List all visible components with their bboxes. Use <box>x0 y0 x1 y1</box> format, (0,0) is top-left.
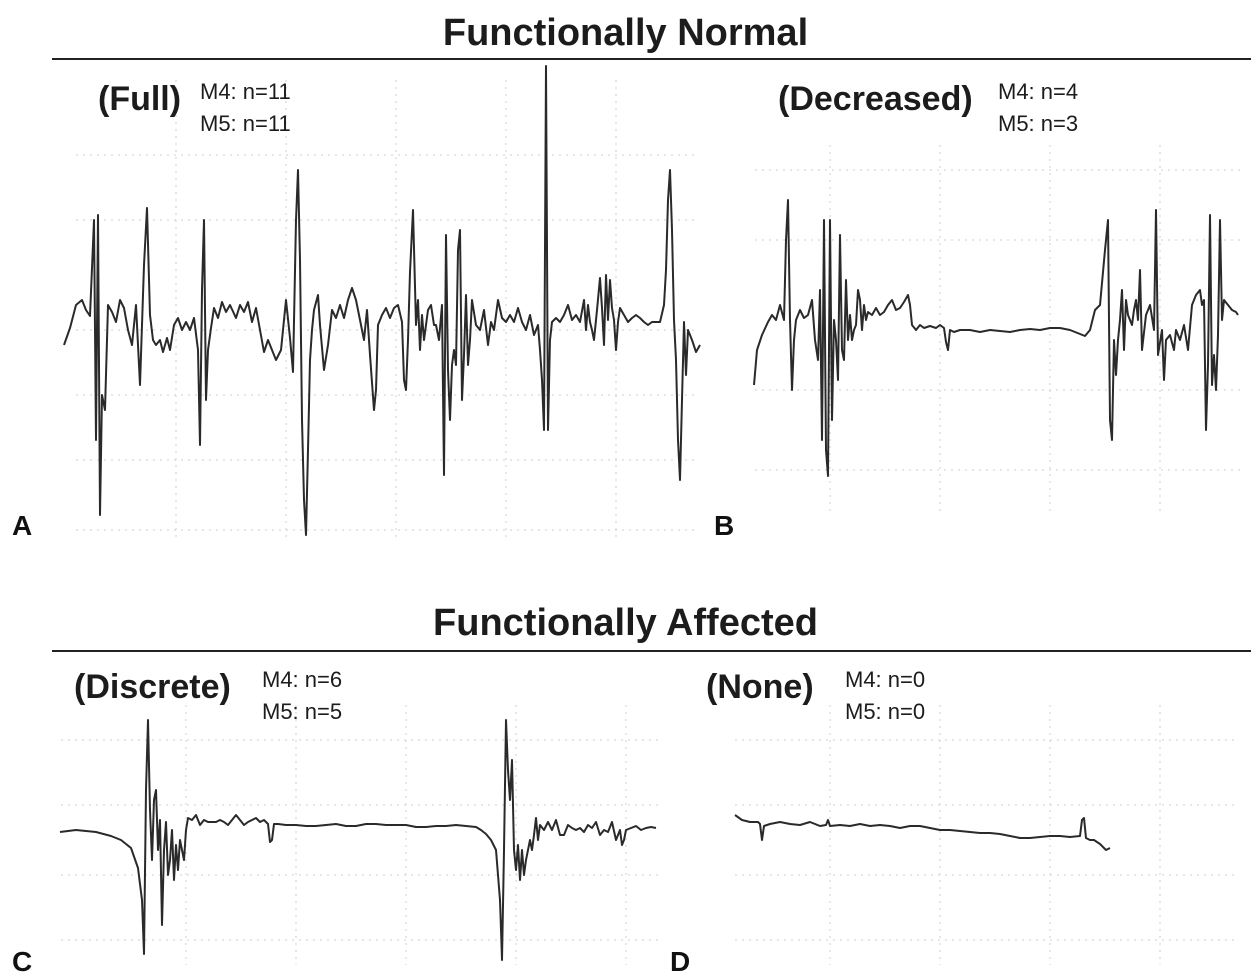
section-divider-normal <box>52 58 1251 60</box>
section-divider-affected <box>52 650 1251 652</box>
emg-trace-b <box>753 199 1239 477</box>
panel-a-m4-count: M4: n=11 <box>200 79 291 104</box>
panel-d-condition-label: (None) <box>706 668 814 706</box>
panel-c-condition-label: (Discrete) <box>74 668 231 706</box>
panel-b-letter: B <box>714 510 735 541</box>
section-title-normal: Functionally Normal <box>442 12 809 54</box>
section-title-affected: Functionally Affected <box>433 602 818 644</box>
panel-a-condition-label: (Full) <box>98 80 182 118</box>
panel-b-m4-count: M4: n=4 <box>998 79 1079 104</box>
panel-c-letter: C <box>12 946 33 977</box>
panel-a-m5-count: M5: n=11 <box>200 111 291 136</box>
emg-trace-d <box>734 814 1111 851</box>
grid <box>76 80 696 540</box>
grid <box>755 145 1240 515</box>
panel-b-condition-label: (Decreased) <box>778 80 973 118</box>
panel-b-m5-count: M5: n=3 <box>998 111 1079 136</box>
panel-b-trace <box>740 140 1245 520</box>
panel-c-m4-count: M4: n=6 <box>262 667 343 692</box>
panel-d-letter: D <box>670 946 691 977</box>
panel-d-trace <box>730 700 1240 970</box>
panel-c-trace <box>56 700 666 970</box>
panel-c-m5-count: M5: n=5 <box>262 699 343 724</box>
emg-trace-c <box>59 719 657 961</box>
emg-trace-a <box>63 65 701 536</box>
panel-d-m5-count: M5: n=0 <box>845 699 926 724</box>
panel-a-trace <box>56 60 706 550</box>
grid <box>735 705 1235 965</box>
panel-d-m4-count: M4: n=0 <box>845 667 926 692</box>
panel-a-letter: A <box>12 510 33 541</box>
